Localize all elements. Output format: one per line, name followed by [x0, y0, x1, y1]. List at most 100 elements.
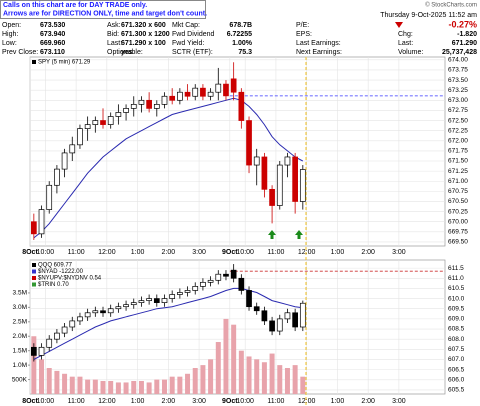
volume-tick-label: 1.5M [13, 347, 27, 354]
legend-swatch [32, 60, 36, 64]
candle-body [200, 281, 206, 287]
y-tick-label: 605.5 [448, 387, 465, 394]
y-tick-label: 669.75 [448, 229, 468, 236]
quote-cell: 678.7B [229, 22, 252, 29]
quote-cell: 673.530 [40, 22, 65, 29]
candle-body [299, 302, 306, 328]
candle-body [246, 290, 252, 308]
volume-bar [169, 376, 175, 394]
legend-label: $NYUPV:$NYDNV 0.54 [38, 276, 102, 282]
x-tick-label: 1:00 [331, 249, 345, 256]
candle-body [177, 292, 183, 295]
y-tick-label: 672.00 [448, 137, 468, 144]
y-tick-label: 669.50 [448, 239, 468, 246]
candle-body [92, 310, 99, 314]
y-tick-label: 670.00 [448, 218, 468, 225]
candle-body [200, 87, 206, 97]
y-tick-label: 673.50 [448, 77, 468, 84]
signal-arrow [295, 230, 303, 239]
volume-bar [146, 382, 152, 394]
y-tick-label: 611.0 [448, 275, 464, 282]
candle-body [192, 87, 199, 97]
x-tick-label: 3:00 [392, 398, 406, 405]
quote-cell: Prev Close: [2, 49, 38, 56]
quote-cell: -0.27% [448, 19, 477, 29]
candle-body [238, 277, 245, 291]
candle-body [223, 83, 229, 97]
x-tick-label: 9Oct [222, 249, 238, 256]
x-tick-label: 10:00 [236, 398, 254, 405]
candle-body [299, 169, 306, 202]
candle-body [69, 144, 76, 154]
x-tick-label: 11:00 [68, 249, 85, 256]
candle-body [46, 184, 53, 210]
candle-body [54, 332, 60, 340]
y-tick-label: 672.25 [448, 127, 468, 134]
volume-bar [261, 362, 267, 394]
volume-bar [223, 318, 229, 394]
volume-bar [131, 381, 137, 394]
x-tick-label: 11:00 [267, 249, 284, 256]
y-tick-label: 611.5 [448, 265, 464, 272]
candle-body [207, 279, 214, 283]
volume-tick-label: 2.0M [13, 333, 27, 340]
x-tick-label: 10:00 [236, 249, 254, 256]
quote-cell: Open: [2, 22, 21, 29]
quote-cell: 673.940 [40, 31, 65, 38]
candle-body [100, 120, 106, 125]
volume-bar [208, 359, 214, 394]
legend-label: $NYAD -1222.00 [38, 269, 84, 275]
candle-body [77, 128, 83, 146]
legend-swatch [32, 282, 36, 287]
quote-cell: P/E: [296, 22, 309, 29]
quote-cell: Last: [107, 40, 122, 47]
candle-body [253, 156, 260, 166]
candle-body [230, 78, 237, 93]
volume-bar [54, 370, 60, 394]
candle-body [123, 108, 129, 113]
volume-bar [177, 376, 183, 394]
candle-body [161, 95, 168, 105]
candle-body [292, 156, 298, 202]
candle-body [130, 104, 137, 109]
candle-body [192, 286, 199, 291]
y-tick-label: 671.75 [448, 148, 468, 155]
y-tick-label: 671.00 [448, 178, 468, 185]
candle-body [184, 91, 191, 97]
candle-body [215, 273, 222, 281]
x-tick-label: 12:00 [98, 398, 116, 405]
candle-body [153, 104, 160, 109]
quote-cell: Ask: [107, 22, 121, 29]
note-line: Arrows are for DIRECTION ONLY, time and … [3, 10, 207, 17]
volume-bar [269, 353, 275, 394]
candle-body [169, 95, 176, 101]
candle-body [54, 168, 60, 186]
candle-body [284, 312, 291, 320]
quote-cell: Optionable: [107, 49, 143, 56]
quote-cell: 671.320 x 600 [121, 22, 166, 29]
volume-tick-label: 3.5M [13, 290, 27, 297]
candle-body [123, 304, 129, 308]
y-tick-label: 607.5 [448, 346, 465, 353]
candle-body [100, 310, 106, 314]
source: © StockCharts.com [425, 2, 477, 9]
volume-tick-label: 2.5M [13, 319, 27, 326]
plot-area [29, 259, 446, 395]
x-tick-label: 10:00 [37, 398, 55, 405]
candle-body [38, 209, 45, 235]
candle-body [115, 306, 122, 310]
candle-body [146, 298, 152, 301]
quote-cell: 671.290 [452, 40, 477, 47]
candle-body [253, 306, 260, 312]
quote-cell: 25,737,428 [442, 49, 477, 56]
y-tick-label: 673.75 [448, 67, 468, 74]
volume-tick-label: 1.0M [13, 362, 27, 369]
legend-swatch [32, 263, 36, 267]
quote-cell: Last: [398, 40, 413, 47]
legend-label: SPY (5 min) 671.29 [38, 60, 91, 66]
legend-label: $TRIN 0.70 [38, 282, 69, 288]
volume-bar [39, 359, 45, 394]
y-tick-label: 670.25 [448, 208, 468, 215]
candle-body [223, 273, 229, 277]
candle-body [61, 326, 68, 334]
